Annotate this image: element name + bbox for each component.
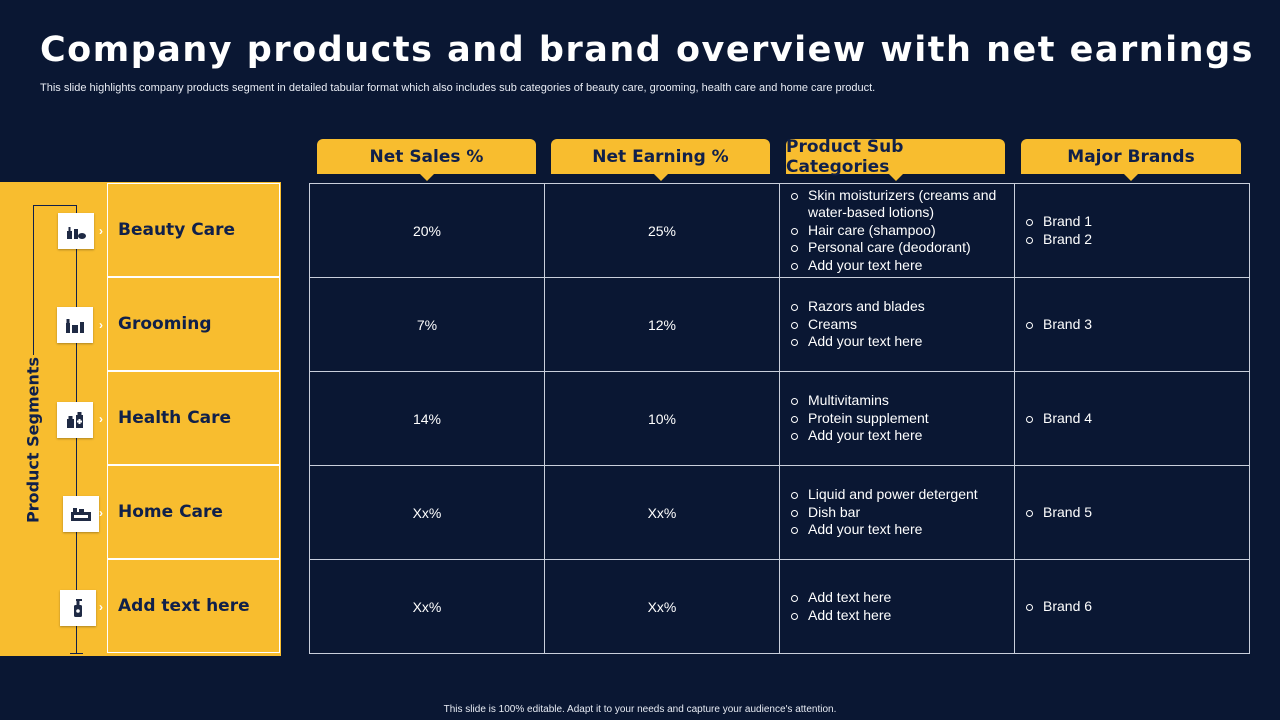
page-title: Company products and brand overview with… [40, 30, 1254, 70]
table-row: 14% 10% Multivitamins Protein supplement… [309, 371, 1250, 466]
list-item: Razors and blades [790, 298, 1014, 316]
brands-cell: Brand 6 [1014, 559, 1250, 654]
list-item: Dish bar [790, 504, 1014, 522]
list-item: Multivitamins [790, 392, 1014, 410]
cleaning-products-icon [63, 496, 99, 532]
header-sub-categories: Product Sub Categories [786, 137, 1005, 181]
brands-cell: Brand 5 [1014, 465, 1250, 560]
list-item: Creams [790, 316, 1014, 334]
segment-beauty-care: Beauty Care [107, 183, 280, 277]
segment-grooming: Grooming [107, 277, 280, 371]
header-major-brands: Major Brands [1021, 139, 1241, 181]
table-row: Xx% Xx% Add text here Add text here Bran… [309, 559, 1250, 654]
chevron-right-icon: › [99, 318, 103, 332]
list-item: Personal care (deodorant) [790, 239, 1014, 257]
brands-cell: Brand 1 Brand 2 [1014, 183, 1250, 278]
list-item: Hair care (shampoo) [790, 222, 1014, 240]
list-item: Brand 6 [1025, 598, 1249, 616]
table-row: 7% 12% Razors and blades Creams Add your… [309, 277, 1250, 372]
list-item: Protein supplement [790, 410, 1014, 428]
list-item: Liquid and power detergent [790, 486, 1014, 504]
net-sales-cell: 20% [309, 183, 545, 278]
header-net-earning: Net Earning % [551, 139, 770, 181]
net-earning-cell: 10% [544, 371, 780, 466]
product-segments-label: Product Segments [23, 356, 43, 524]
timeline-connector [33, 205, 34, 355]
net-sales-cell: Xx% [309, 559, 545, 654]
lotion-bottle-icon [60, 590, 96, 626]
cosmetics-icon [58, 213, 94, 249]
brands-cell: Brand 4 [1014, 371, 1250, 466]
list-item: Add your text here [790, 333, 1014, 351]
sub-categories-cell: Liquid and power detergent Dish bar Add … [779, 465, 1015, 560]
net-earning-cell: Xx% [544, 465, 780, 560]
segment-home-care: Home Care [107, 465, 280, 559]
header-net-sales: Net Sales % [317, 139, 536, 181]
list-item: Add text here [790, 607, 1014, 625]
chevron-right-icon: › [99, 224, 103, 238]
net-earning-cell: 12% [544, 277, 780, 372]
grooming-kit-icon [57, 307, 93, 343]
segment-health-care: Health Care [107, 371, 280, 465]
chevron-right-icon: › [99, 600, 103, 614]
medicine-bottles-icon [57, 402, 93, 438]
timeline-end-cap [70, 653, 83, 654]
list-item: Skin moisturizers (creams and water-base… [790, 187, 1014, 222]
list-item: Brand 3 [1025, 316, 1249, 334]
net-sales-cell: Xx% [309, 465, 545, 560]
sub-categories-cell: Add text here Add text here [779, 559, 1015, 654]
list-item: Brand 1 [1025, 213, 1249, 231]
net-earning-cell: Xx% [544, 559, 780, 654]
segments-panel [0, 182, 281, 656]
sub-categories-cell: Razors and blades Creams Add your text h… [779, 277, 1015, 372]
data-table: 20% 25% Skin moisturizers (creams and wa… [309, 183, 1250, 654]
footer-note: This slide is 100% editable. Adapt it to… [443, 704, 837, 715]
chevron-right-icon: › [99, 412, 103, 426]
list-item: Add your text here [790, 521, 1014, 539]
brands-cell: Brand 3 [1014, 277, 1250, 372]
list-item: Brand 5 [1025, 504, 1249, 522]
sub-categories-cell: Multivitamins Protein supplement Add you… [779, 371, 1015, 466]
segment-add-text: Add text here [107, 559, 280, 653]
sub-categories-cell: Skin moisturizers (creams and water-base… [779, 183, 1015, 278]
page-subtitle: This slide highlights company products s… [40, 82, 876, 94]
list-item: Add your text here [790, 427, 1014, 445]
net-sales-cell: 7% [309, 277, 545, 372]
timeline-connector [33, 205, 77, 206]
table-row: 20% 25% Skin moisturizers (creams and wa… [309, 183, 1250, 278]
chevron-right-icon: › [99, 506, 103, 520]
list-item: Add your text here [790, 257, 1014, 275]
net-sales-cell: 14% [309, 371, 545, 466]
table-row: Xx% Xx% Liquid and power detergent Dish … [309, 465, 1250, 560]
list-item: Brand 4 [1025, 410, 1249, 428]
list-item: Brand 2 [1025, 231, 1249, 249]
list-item: Add text here [790, 589, 1014, 607]
net-earning-cell: 25% [544, 183, 780, 278]
